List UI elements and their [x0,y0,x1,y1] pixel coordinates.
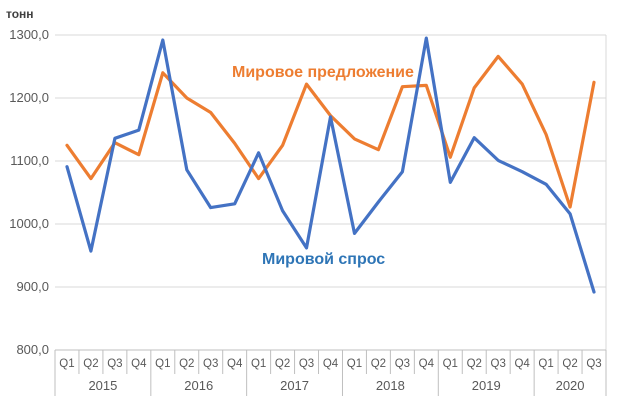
year-tick-label: 2018 [376,378,405,393]
series-label-supply: Мировое предложение [232,64,414,81]
quarter-tick-label: Q2 [371,358,386,370]
quarter-tick-label: Q3 [203,358,218,370]
quarter-tick-label: Q2 [179,358,194,370]
year-tick-label: 2016 [184,378,213,393]
y-tick-label: 1200,0 [9,90,49,105]
quarter-tick-label: Q3 [395,358,410,370]
quarter-tick-label: Q4 [131,358,147,370]
y-axis-ticks: 800,0 900,0 1000,0 1100,0 1200,0 1300,0 [9,27,49,357]
quarter-tick-label: Q1 [443,358,458,370]
y-axis-unit-label: тонн [6,7,34,21]
quarter-tick-label: Q3 [491,358,506,370]
quarter-tick-label: Q2 [83,358,98,370]
quarter-tick-label: Q2 [562,358,577,370]
gridlines [55,34,607,351]
y-tick-label: 1000,0 [9,216,49,231]
quarter-tick-label: Q1 [251,358,266,370]
y-tick-label: 1300,0 [9,27,49,42]
year-tick-label: 2020 [556,378,585,393]
quarter-tick-label: Q4 [514,358,530,370]
quarter-tick-label: Q1 [59,358,74,370]
quarter-tick-label: Q1 [155,358,170,370]
quarter-tick-label: Q1 [347,358,362,370]
series-label-demand: Мировой спрос [262,251,385,268]
quarter-tick-label: Q2 [275,358,290,370]
series-line-demand [65,36,596,294]
quarter-tick-label: Q3 [586,358,601,370]
year-tick-label: 2019 [472,378,501,393]
quarter-tick-label: Q3 [299,358,314,370]
year-tick-label: 2017 [280,378,309,393]
quarter-tick-label: Q4 [323,358,339,370]
y-tick-label: 1100,0 [10,153,49,168]
quarter-tick-label: Q3 [107,358,122,370]
x-axis: Q1 Q2 Q3 Q4 Q1 Q2 Q3 Q4 Q1 Q2 Q3 Q4 Q1 Q2 Q3 Q4 Q1 Q2 Q3 Q4… [54,349,607,396]
series-lines [65,36,596,294]
y-tick-label: 800,0 [16,342,49,357]
y-tick-label: 900,0 [16,279,49,294]
quarter-tick-label: Q1 [538,358,553,370]
year-tick-label: 2015 [88,378,117,393]
quarter-tick-label: Q4 [419,358,435,370]
quarter-tick-label: Q2 [467,358,482,370]
quarter-tick-label: Q4 [227,358,243,370]
